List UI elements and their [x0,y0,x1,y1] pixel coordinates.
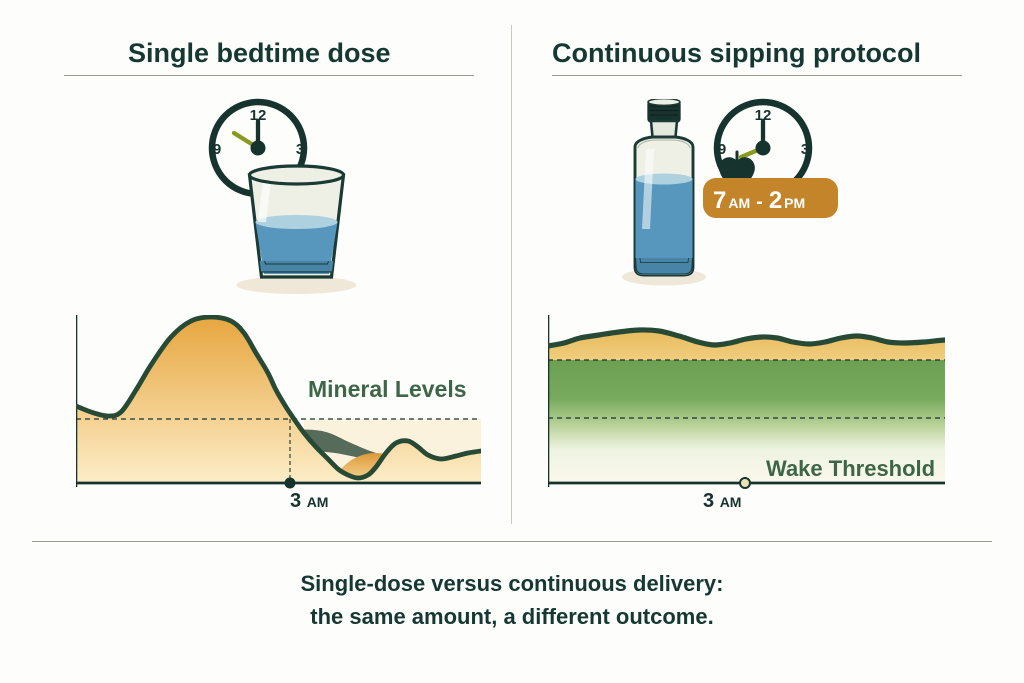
svg-text:Mineral Levels: Mineral Levels [308,376,467,402]
svg-text:3: 3 [801,141,809,158]
svg-text:9: 9 [213,141,221,158]
svg-text:Wake Threshold: Wake Threshold [766,456,935,481]
svg-text:3: 3 [296,141,304,158]
svg-text:9: 9 [718,141,726,158]
